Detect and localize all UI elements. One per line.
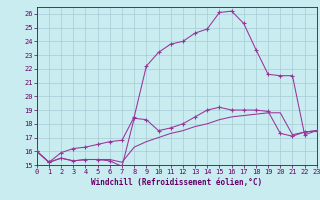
X-axis label: Windchill (Refroidissement éolien,°C): Windchill (Refroidissement éolien,°C) [91, 178, 262, 187]
